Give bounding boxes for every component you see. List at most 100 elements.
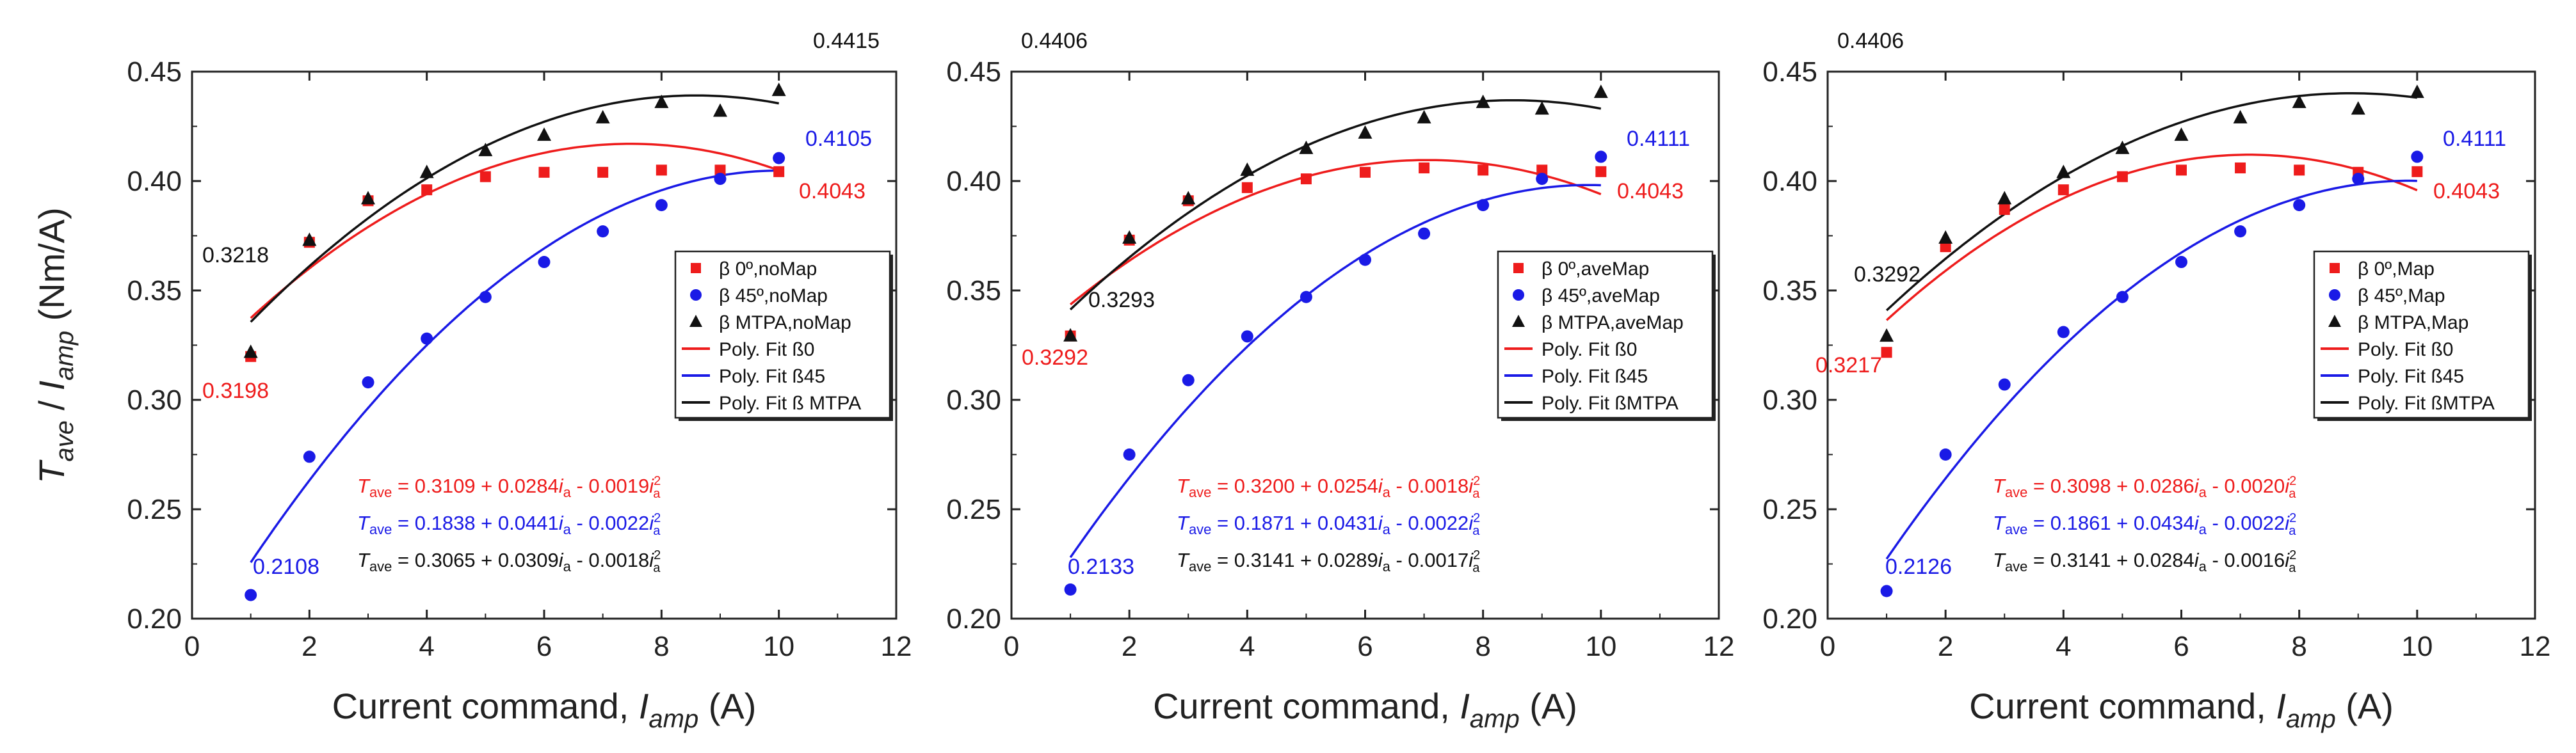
fit-equation: Tave = 0.1861 + 0.0434ia - 0.0022i2 a	[1993, 511, 2296, 538]
eq-i-sub: a	[2289, 561, 2296, 575]
data-point-triangle	[1240, 162, 1255, 176]
data-point-triangle	[2351, 101, 2365, 115]
eq-i-sub: a	[1383, 521, 1391, 537]
eq-part: = 0.1861 + 0.0434	[2027, 512, 2194, 534]
eq-part: = 0.1871 + 0.0431	[1211, 512, 1378, 534]
x-tick-label: 0	[1004, 631, 1019, 662]
xlabel-var: I	[2276, 686, 2286, 726]
eq-i: i	[649, 475, 654, 497]
x-tick-label: 12	[881, 631, 912, 662]
fit-curve-red	[1885, 154, 2418, 321]
eq-i: i	[2194, 549, 2200, 571]
data-point-square	[1881, 347, 1892, 358]
data-point-circle	[2352, 173, 2365, 186]
legend-box	[674, 250, 891, 419]
eq-i-sub: a	[653, 524, 661, 538]
eq-part: = 0.1838 + 0.0441	[392, 512, 558, 534]
x-tick-label: 10	[763, 631, 794, 662]
value-annotation: 0.4043	[1617, 179, 1684, 203]
fit-equation: Tave = 0.3065 + 0.0309ia - 0.0018i2 a	[357, 548, 661, 575]
eq-i: i	[1378, 475, 1383, 497]
eq-part: - 0.0022	[2207, 512, 2285, 534]
data-point-circle	[2293, 199, 2306, 212]
eq-i: i	[2194, 475, 2200, 497]
eq-i-sub: a	[1472, 561, 1480, 575]
xlabel-text: Current command,	[332, 686, 639, 726]
data-point-triangle	[2115, 140, 2130, 154]
legend-label: Poly. Fit ßMTPA	[2358, 393, 2495, 414]
eq-part: - 0.0020	[2207, 475, 2285, 497]
x-tick-label: 2	[1938, 631, 1953, 662]
eq-i-sub: a	[563, 559, 572, 575]
eq-part: = 0.3065 + 0.0309	[392, 549, 558, 571]
ylabel-sep: /	[31, 390, 72, 420]
data-point-circle	[714, 173, 727, 186]
data-point-circle	[655, 199, 668, 212]
legend-swatch-triangle	[689, 315, 702, 327]
data-point-circle	[303, 450, 316, 463]
eq-i: i	[1469, 512, 1474, 534]
x-tick-label: 2	[1122, 631, 1137, 662]
data-point-square	[2057, 184, 2069, 196]
data-point-circle	[597, 225, 609, 238]
data-point-circle	[1536, 173, 1549, 186]
eq-T-sub: ave	[2005, 484, 2027, 500]
chart-panel-aveMap: 0 2 4 6 8 10 12 0.20 0.25 0.30 0.35 0.40 0.45 0.4406 0…	[946, 29, 1734, 733]
eq-i-sub: a	[2199, 559, 2207, 575]
legend-box	[1497, 250, 1714, 419]
xlabel-var: I	[639, 686, 649, 726]
fit-curve-blue	[250, 169, 779, 564]
data-point-circle	[1880, 585, 1893, 598]
eq-i: i	[559, 512, 564, 534]
eq-i: i	[2285, 475, 2290, 497]
x-tick-label: 10	[2401, 631, 2433, 662]
eq-i: i	[2285, 512, 2290, 534]
value-annotation: 0.3217	[1815, 353, 1882, 377]
xlabel-text: Current command,	[1969, 686, 2276, 726]
fit-equation: Tave = 0.3098 + 0.0286ia - 0.0020i2 a	[1993, 474, 2296, 501]
x-tick-label: 10	[1585, 631, 1616, 662]
data-point-circle	[1939, 448, 1952, 461]
data-point-triangle	[1534, 101, 1549, 115]
data-point-triangle	[595, 109, 610, 123]
value-annotation: 0.2126	[1885, 555, 1952, 579]
fit-curve-black	[1069, 99, 1602, 311]
legend-swatch-circle	[1513, 289, 1524, 301]
data-point-triangle	[771, 83, 786, 97]
eq-i: i	[559, 549, 564, 571]
y-tick-label: 0.35	[946, 275, 1001, 306]
fit-equation: Tave = 0.1838 + 0.0441ia - 0.0022i2 a	[357, 511, 661, 538]
legend-label: β MTPA,noMap	[719, 312, 851, 333]
y-tick-label: 0.20	[127, 603, 182, 635]
legend-label: Poly. Fit ß45	[2358, 366, 2464, 387]
y-tick-label: 0.20	[1762, 603, 1817, 635]
value-annotation: 0.3292	[1022, 345, 1088, 370]
xlabel-sub: amp	[648, 705, 698, 733]
eq-part: - 0.0019	[571, 475, 649, 497]
data-point-triangle	[1593, 84, 1608, 99]
data-point-circle	[362, 376, 374, 389]
value-annotation: 0.3218	[202, 243, 269, 267]
fit-equation: Tave = 0.3200 + 0.0254ia - 0.0018i2 a	[1177, 474, 1480, 501]
xlabel-unit: (A)	[698, 686, 756, 726]
value-annotation: 0.2108	[253, 555, 319, 579]
eq-i-sup: 2	[1473, 474, 1480, 488]
value-annotation: 0.4111	[1627, 127, 1690, 151]
data-point-square	[1241, 182, 1253, 193]
eq-i-sub: a	[563, 484, 572, 500]
legend-label: Poly. Fit ß0	[1542, 339, 1637, 360]
value-annotation: 0.4415	[813, 29, 880, 53]
fit-curve-red	[1070, 159, 1602, 306]
legend-label: Poly. Fit ß45	[1542, 366, 1648, 387]
y-axis-label: Tave / Iamp (Nm/A)	[31, 207, 79, 484]
legend-label: Poly. Fit ß0	[719, 339, 814, 360]
value-annotation: 0.3292	[1854, 262, 1920, 287]
data-point-circle	[245, 589, 257, 601]
data-point-circle	[1359, 253, 1371, 266]
ylabel-I: I	[31, 381, 72, 391]
eq-T-sub: ave	[1189, 559, 1211, 575]
eq-i-sub: a	[1472, 487, 1480, 501]
data-point-triangle	[419, 164, 434, 178]
fit-equation: Tave = 0.3141 + 0.0289ia - 0.0017i2 a	[1177, 548, 1480, 575]
data-point-circle	[1998, 378, 2011, 391]
